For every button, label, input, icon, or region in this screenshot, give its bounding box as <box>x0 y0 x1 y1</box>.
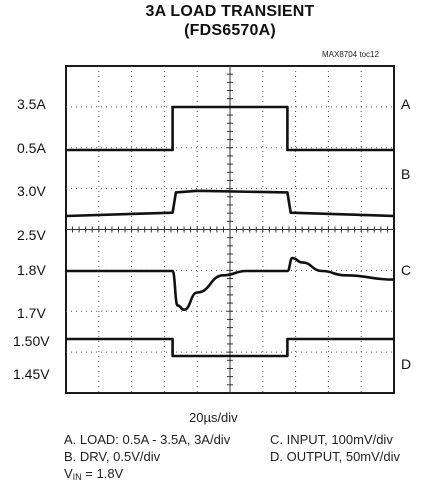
y-tick-label: 1.45V <box>13 366 50 382</box>
note-a: A. LOAD: 0.5A - 3.5A, 3A/div <box>64 432 231 447</box>
y-tick-label: 0.5A <box>17 140 46 156</box>
y-tick-label: 1.8V <box>17 262 46 278</box>
series-c-trace <box>65 256 395 311</box>
series-a-trace <box>66 105 394 152</box>
note-b: B. DRV, 0.5V/div <box>64 449 161 464</box>
channel-label-d: D <box>401 356 412 372</box>
note-d: D. OUTPUT, 50mV/div <box>270 449 401 464</box>
x-scale-label: 20µs/div <box>189 410 238 425</box>
channel-label-a: A <box>401 96 411 112</box>
channel-label-b: B <box>401 166 411 182</box>
y-tick-label: 1.7V <box>17 305 46 321</box>
traces <box>65 105 395 358</box>
note-vin: VIN = 1.8V <box>64 466 124 482</box>
y-tick-label: 1.50V <box>13 333 50 349</box>
y-tick-label: 3.0V <box>17 183 46 199</box>
chart-subtitle: (FDS6570A) <box>184 22 276 39</box>
note-c: C. INPUT, 100mV/div <box>270 432 393 447</box>
figure-tag: MAX8704 toc12 <box>322 50 379 59</box>
y-tick-label: 3.5A <box>17 96 46 112</box>
channel-label-c: C <box>401 262 412 278</box>
series-d-trace <box>66 337 394 358</box>
series-b-trace <box>65 189 395 218</box>
y-tick-label: 2.5V <box>17 227 46 243</box>
chart-title: 3A LOAD TRANSIENT <box>145 3 315 20</box>
grid <box>66 66 394 393</box>
